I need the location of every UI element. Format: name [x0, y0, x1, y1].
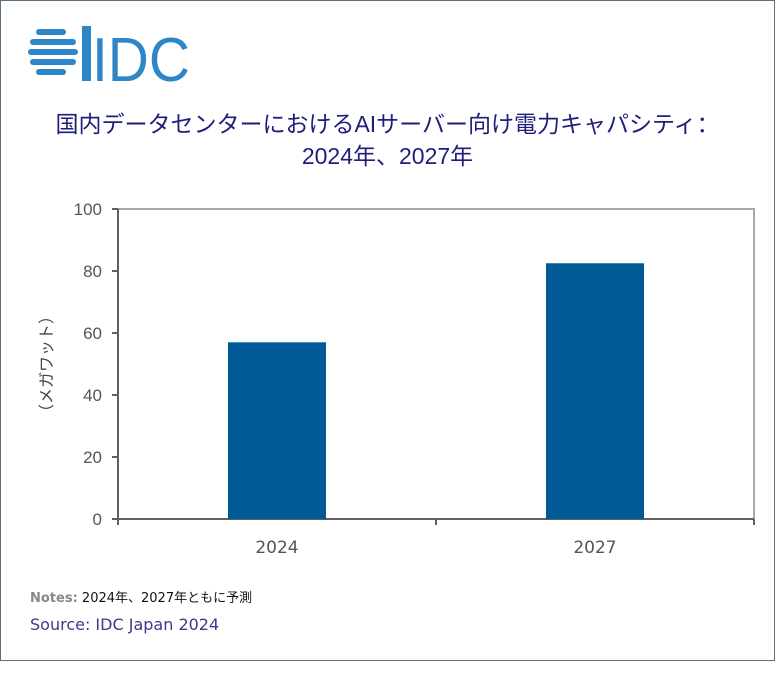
- chart-frame: [0, 0, 775, 661]
- x-tick-label: 2024: [255, 538, 298, 558]
- bar-2024: [228, 342, 326, 519]
- bar-2027: [546, 263, 644, 519]
- source: Source: IDC Japan 2024: [30, 615, 220, 634]
- notes-text: 2024年、2027年ともに予測: [81, 591, 253, 606]
- y-tick-label: 60: [83, 324, 102, 343]
- notes: Notes: 2024年、2027年ともに予測: [30, 587, 252, 606]
- y-tick-label: 100: [74, 200, 102, 219]
- notes-label: Notes:: [30, 591, 78, 606]
- y-tick-label: 0: [93, 510, 102, 529]
- title-line-2: 2024年、2027年: [301, 143, 474, 169]
- title-line-1: 国内データセンターにおけるAIサーバー向け電力キャパシティ：: [55, 111, 720, 137]
- y-axis-label: （メガワット）: [37, 308, 56, 420]
- y-tick-label: 40: [83, 386, 102, 405]
- logo-text: IDC: [92, 26, 190, 86]
- plot-area-border: [117, 208, 755, 520]
- x-tick-label: 2027: [573, 538, 616, 558]
- y-tick-label: 20: [83, 448, 102, 467]
- y-tick-label: 80: [83, 262, 102, 281]
- chart-title: 国内データセンターにおけるAIサーバー向け電力キャパシティ： 2024年、202…: [0, 108, 775, 172]
- idc-logo: IDC: [28, 26, 190, 86]
